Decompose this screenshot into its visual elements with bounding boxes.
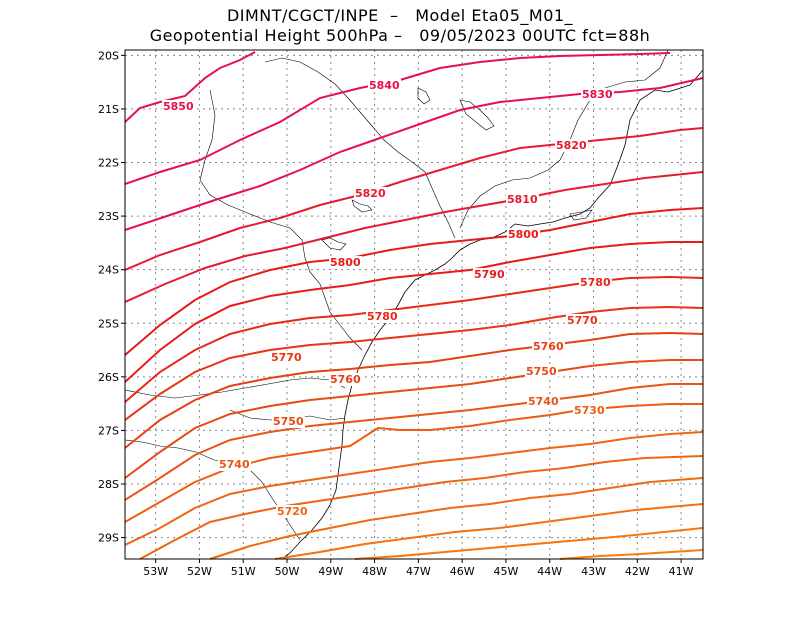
- lat-tick-label: 29S: [98, 532, 119, 545]
- contour-label: 5810: [507, 193, 538, 206]
- map-plot-area: [125, 50, 703, 559]
- contour-5670: [559, 549, 704, 560]
- contour-5710: [139, 455, 704, 560]
- contour-5850: [124, 51, 256, 123]
- lon-tick-label: 42W: [625, 565, 650, 578]
- contour-label: 5770: [271, 351, 302, 364]
- contour-5750: [124, 359, 703, 479]
- contour-label-halo: [566, 314, 599, 327]
- contour-label-halo: [473, 268, 506, 281]
- reservoir: [569, 209, 593, 221]
- contour-label: 5740: [219, 458, 250, 471]
- contour-label: 5830: [582, 88, 613, 101]
- contour-label-halo: [573, 404, 606, 417]
- lon-tick-label: 48W: [362, 565, 387, 578]
- contour-label-halo: [276, 505, 309, 518]
- contour-label-halo: [506, 193, 539, 206]
- contour-label-halo: [272, 415, 305, 428]
- state-border: [199, 89, 363, 351]
- lon-tick-label: 45W: [494, 565, 519, 578]
- contour-label-halo: [329, 373, 362, 386]
- lat-tick-label: 27S: [98, 424, 119, 437]
- contour-labels: 5850 5840 5830 5820 5820 5810 5800 5800 …: [162, 79, 614, 518]
- state-border: [264, 57, 456, 239]
- reservoir: [321, 237, 347, 251]
- lat-tick-label: 26S: [98, 371, 119, 384]
- contour-label: 5760: [533, 340, 564, 353]
- lat-tick-label: 20S: [98, 49, 119, 62]
- contour-label: 5780: [367, 310, 398, 323]
- contour-5740: [124, 383, 703, 501]
- contour-label-halo: [366, 310, 399, 323]
- contour-label: 5770: [567, 314, 598, 327]
- lon-tick-label: 44W: [537, 565, 562, 578]
- reservoir: [459, 99, 495, 131]
- lat-tick-label: 21S: [98, 103, 119, 116]
- contour-label-halo: [368, 79, 401, 92]
- lon-tick-label: 53W: [143, 565, 168, 578]
- lon-tick-label: 43W: [581, 565, 606, 578]
- map-title-line2: Geopotential Height 500hPa – 09/05/2023 …: [149, 26, 651, 45]
- contour-label: 5780: [580, 276, 611, 289]
- contour-label-halo: [579, 276, 612, 289]
- contour-label-halo: [270, 351, 303, 364]
- contour-label: 5790: [474, 268, 505, 281]
- contour-label: 5820: [355, 187, 386, 200]
- contour-label-halo: [218, 458, 251, 471]
- lon-tick-label: 49W: [318, 565, 343, 578]
- contour-label-halo: [329, 256, 362, 269]
- contour-label-halo: [507, 228, 540, 241]
- lon-tick-label: 50W: [275, 565, 300, 578]
- contour-5800: [124, 207, 704, 356]
- contour-label-halo: [162, 100, 195, 113]
- lon-tick-label: 52W: [187, 565, 212, 578]
- lon-tick-label: 47W: [406, 565, 431, 578]
- contour-5820: [124, 127, 704, 271]
- lat-tick-label: 28S: [98, 478, 119, 491]
- contour-label: 5840: [369, 79, 400, 92]
- reservoir: [351, 199, 373, 213]
- axis-labels: 20S 21S 22S 23S 24S 25S 26S 27S 28S 29S 53W 52W 51W 5…: [98, 49, 694, 578]
- contour-label: 5750: [526, 365, 557, 378]
- map-frame: [124, 49, 704, 560]
- contour-5680: [354, 527, 704, 560]
- lon-tick-label: 41W: [669, 565, 694, 578]
- contour-label: 5820: [556, 139, 587, 152]
- coastline: [281, 69, 704, 560]
- lat-tick-label: 25S: [98, 317, 119, 330]
- map-title-line1: DIMNT/CGCT/INPE – Model Eta05_M01_: [226, 6, 574, 25]
- contour-label-halo: [555, 139, 588, 152]
- contour-label: 5850: [163, 100, 194, 113]
- contour-label: 5730: [574, 404, 605, 417]
- contour-label: 5720: [277, 505, 308, 518]
- contour-5790: [124, 241, 703, 383]
- contour-5720: [124, 431, 704, 546]
- contour-5700: [209, 477, 704, 560]
- contour-label-halo: [532, 340, 565, 353]
- contour-label: 5740: [528, 395, 559, 408]
- contour-label: 5750: [273, 415, 304, 428]
- contour-label-halo: [527, 395, 560, 408]
- contour-5810: [124, 171, 704, 303]
- contour-label-halo: [581, 88, 614, 101]
- reservoir: [417, 87, 431, 105]
- lon-tick-label: 46W: [450, 565, 475, 578]
- contour-5690: [274, 503, 704, 560]
- lon-tick-label: 51W: [231, 565, 256, 578]
- contour-lines: [124, 51, 704, 560]
- lat-tick-label: 23S: [98, 210, 119, 223]
- contour-label-halo: [525, 365, 558, 378]
- contour-5760: [124, 331, 704, 449]
- lat-tick-label: 22S: [98, 157, 119, 170]
- contour-label: 5800: [330, 256, 361, 269]
- contour-label: 5760: [330, 373, 361, 386]
- state-border: [124, 377, 346, 399]
- contour-5770: [124, 305, 704, 421]
- contour-label-halo: [354, 187, 387, 200]
- contour-label: 5800: [508, 228, 539, 241]
- lat-tick-label: 24S: [98, 264, 119, 277]
